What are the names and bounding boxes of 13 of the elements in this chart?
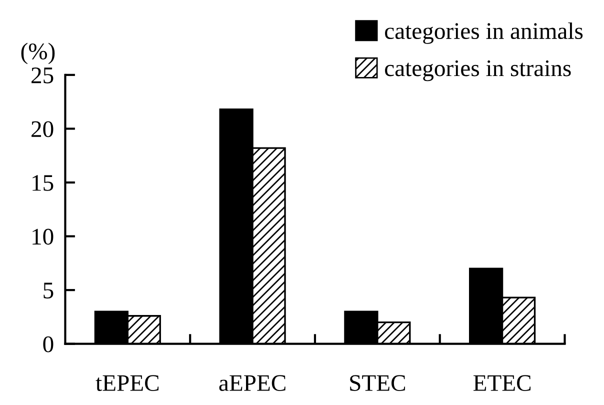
y-tick-label: 25 (32, 67, 54, 84)
y-tick-label: 5 (44, 282, 54, 298)
x-tick-label: tEPEC (96, 375, 159, 392)
y-tick-label: 10 (32, 228, 54, 245)
legend-label: categories in animals (385, 22, 583, 44)
y-tick-label: 20 (32, 121, 54, 138)
legend-label: categories in strains (385, 60, 571, 82)
x-tick-label: STEC (350, 375, 405, 392)
y-tick-label: 15 (32, 175, 54, 191)
y-tick-label: 0 (43, 336, 54, 352)
x-tick-label: ETEC (473, 375, 531, 392)
y-axis-title: (%) (21, 42, 55, 64)
x-tick-label: aEPEC (219, 375, 286, 392)
